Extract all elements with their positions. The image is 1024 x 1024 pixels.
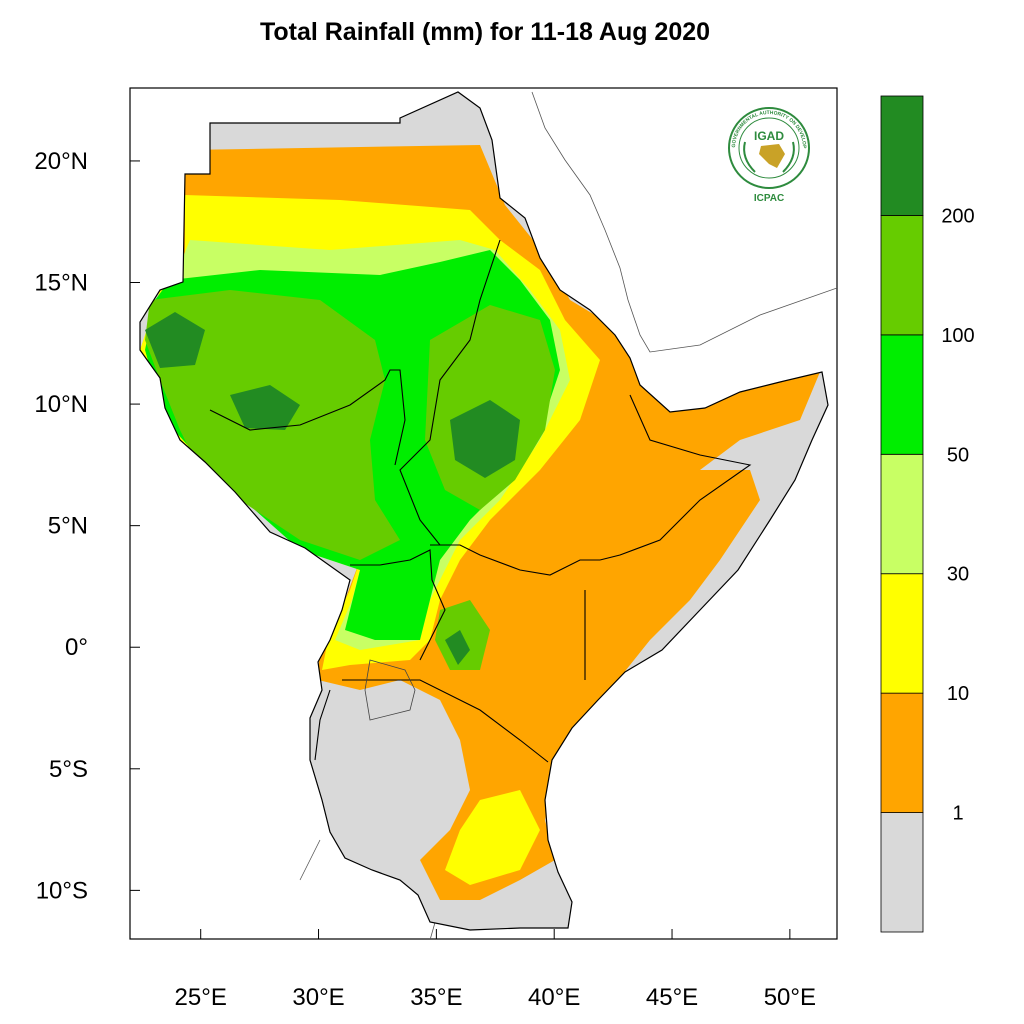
border-uganda: [350, 549, 446, 661]
laurel-right-icon: [782, 141, 795, 173]
lat-tick-label: 10°S: [36, 877, 88, 904]
legend-label: 100: [941, 325, 974, 347]
map-title: Total Rainfall (mm) for 11-18 Aug 2020: [259, 18, 711, 46]
lon-tick-label: 45°E: [646, 984, 698, 1011]
lat-tick-label: 5°N: [48, 513, 88, 540]
lat-tick-label: 10°N: [34, 391, 88, 418]
lat-tick-label: 15°N: [34, 270, 88, 297]
legend-swatch: [880, 573, 924, 694]
rain-band-10-30-south: [445, 790, 540, 885]
border-drc-tanzania: [314, 689, 331, 761]
lon-tick-label: 30°E: [292, 984, 344, 1011]
legend-swatch: [880, 215, 924, 336]
africa-map-icon: [759, 144, 785, 168]
legend-label: 50: [947, 444, 969, 466]
legend-swatch: [880, 453, 924, 575]
logo-name: IGAD: [754, 129, 784, 143]
legend-swatch: [880, 334, 924, 455]
lon-tick-label: 25°E: [175, 984, 227, 1011]
igad-logo: INTERGOVERNMENTAL AUTHORITY ON DEVELOPME…: [728, 107, 810, 204]
rain-band-over-200-c: [450, 400, 520, 478]
lat-tick-label: 0°: [65, 634, 88, 661]
border-ethiopia-somalia: [599, 394, 752, 561]
border-kenya-tanzania: [342, 679, 549, 763]
rain-band-over-200: [145, 312, 205, 368]
latitude-axis: 20°N 15°N 10°N 5°N 0° 5°S 10°S: [34, 148, 140, 904]
national-borders: [209, 239, 752, 763]
longitude-axis: 25°E 30°E 35°E 40°E 45°E 50°E: [175, 929, 816, 1011]
rain-band-over-200-d: [445, 630, 470, 665]
legend-swatch: [880, 95, 924, 216]
legend-label: 200: [941, 205, 974, 227]
lon-tick-label: 50°E: [764, 984, 816, 1011]
lat-tick-label: 5°S: [49, 756, 88, 783]
lon-tick-label: 40°E: [528, 984, 580, 1011]
border-sudan-ethiopia: [399, 239, 501, 546]
logo-inner-ring: [738, 117, 800, 179]
laurel-left-icon: [743, 141, 756, 173]
legend-swatch: [880, 692, 924, 813]
lake-victoria-outline: [364, 659, 416, 721]
legend-swatch: [880, 812, 924, 933]
lon-tick-label: 35°E: [410, 984, 462, 1011]
logo-caption: ICPAC: [754, 193, 784, 204]
legend-label: 30: [947, 564, 969, 586]
legend-label: 10: [947, 683, 969, 705]
border-sudan-south-sudan: [209, 369, 406, 466]
lat-tick-label: 20°N: [34, 148, 88, 175]
border-ethiopia-kenya: [430, 544, 600, 576]
legend-label: 1: [952, 803, 963, 825]
rain-band-over-200-b: [230, 385, 300, 430]
rainfall-legend: 1 10 30 50 100 200: [880, 95, 975, 933]
